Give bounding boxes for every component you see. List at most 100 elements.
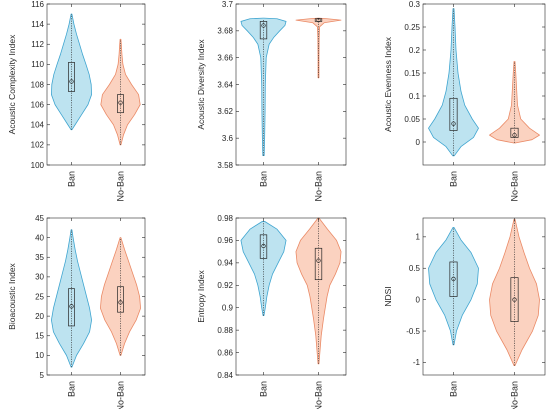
x-category-label-ban: Ban (259, 171, 269, 187)
y-tick-label: 106 (31, 100, 45, 109)
y-tick-label: 5 (40, 371, 45, 380)
x-category-label-no-ban: No-Ban (116, 381, 126, 409)
y-tick-label: -0.5 (406, 327, 420, 336)
y-tick-label: 3.58 (217, 161, 233, 170)
y-tick-label: 0.25 (404, 23, 420, 32)
x-category-label-ban: Ban (449, 381, 459, 397)
violin-no-ban (489, 61, 540, 144)
y-tick-label: 0.86 (217, 348, 233, 357)
y-tick-label: 35 (35, 253, 44, 262)
median-marker-no-ban (316, 17, 321, 23)
y-tick-label: 114 (31, 20, 44, 29)
iqr-box-ban (259, 234, 268, 259)
violin-panel-1: 100 102 104 106 108 110 112 114 116 Ban No-Ban Acou… (7, 0, 146, 202)
iqr-box-ban (449, 97, 458, 131)
y-tick-label: 112 (31, 40, 44, 49)
y-tick-label: 108 (31, 80, 45, 89)
y-tick-label: 3.68 (217, 27, 233, 36)
y-axis-label: Entropy Index (196, 270, 206, 323)
y-tick-label: 25 (35, 292, 44, 301)
y-tick-label: 0.5 (409, 264, 421, 273)
y-tick-label: 0.2 (409, 46, 421, 55)
y-axis-label: Acoustic Evenness Index (383, 36, 393, 132)
x-category-label-no-ban: No-Ban (510, 381, 520, 409)
y-tick-label: 20 (35, 312, 44, 321)
y-tick-label: 0.98 (217, 214, 233, 223)
median-marker-no-ban (512, 297, 517, 302)
y-tick-label: 0.15 (404, 69, 420, 78)
violin-panel-2: 3.58 3.6 3.62 3.64 3.66 3.68 3.7 Ban No-Ban Acous… (196, 0, 347, 202)
axes-frame (422, 217, 546, 376)
x-category-label-no-ban: No-Ban (314, 381, 324, 409)
y-tick-label: 0 (416, 295, 421, 304)
y-axis-label: Bioacoustic Index (7, 262, 17, 329)
y-tick-label: 0.84 (217, 371, 233, 380)
axes-frame (422, 3, 546, 166)
iqr-box-ban (259, 21, 268, 40)
median-marker-no-ban (512, 132, 517, 138)
y-tick-label: 0.92 (217, 281, 233, 290)
iqr-box-no-ban (117, 94, 124, 114)
x-category-label-ban: Ban (67, 381, 77, 397)
violin-ban (51, 229, 92, 368)
x-category-label-ban: Ban (449, 171, 459, 187)
iqr-box-no-ban (510, 277, 519, 322)
y-tick-label: 10 (35, 351, 44, 360)
violin-panel-6: -1 -0.5 0 0.5 1 Ban No-Ban NDSI (383, 217, 546, 409)
y-tick-label: 102 (31, 141, 45, 150)
median-marker-ban (69, 304, 74, 309)
iqr-box-no-ban (314, 18, 323, 22)
y-tick-label: -1 (413, 358, 421, 367)
violin-panel-5: 0.84 0.86 0.88 0.9 0.92 0.94 0.96 0.98 Ban No-Ban… (196, 214, 347, 409)
violin-no-ban (100, 237, 141, 356)
iqr-box-ban (68, 288, 75, 327)
violin-ban (240, 220, 287, 316)
median-marker-no-ban (118, 100, 123, 105)
median-marker-ban (451, 121, 456, 126)
iqr-box-ban (449, 261, 458, 297)
iqr-box-no-ban (510, 127, 519, 138)
y-tick-label: 104 (31, 121, 45, 130)
y-tick-label: 1 (416, 233, 421, 242)
median-marker-ban (69, 79, 74, 84)
y-axis-label: Acoustic Diversity Index (196, 39, 206, 130)
violin-ban (240, 17, 287, 157)
y-tick-label: 3.6 (222, 134, 234, 143)
violin-panel-4: 5 10 15 20 25 30 35 40 45 Ban No-Ban Bioacoustic In… (7, 214, 146, 409)
median-marker-no-ban (118, 300, 123, 305)
y-tick-label: 40 (35, 233, 44, 242)
median-marker-no-ban (316, 258, 321, 263)
y-tick-label: 45 (35, 214, 44, 223)
iqr-box-no-ban (314, 247, 323, 281)
axes-frame (235, 217, 347, 376)
y-tick-label: 0.9 (222, 304, 234, 313)
y-axis-label: Acoustic Complexity Index (7, 34, 17, 134)
y-axis-label: NDSI (383, 286, 393, 306)
y-tick-label: 0.05 (404, 115, 420, 124)
violin-panel-3: 0 0.05 0.1 0.15 0.2 0.25 0.3 Ban No-Ban Acoustic … (383, 0, 546, 202)
y-tick-label: 0.94 (217, 259, 233, 268)
iqr-box-ban (68, 62, 75, 92)
y-tick-label: 0.1 (409, 92, 421, 101)
x-category-label-no-ban: No-Ban (116, 171, 126, 202)
violin-ban (428, 8, 479, 157)
y-tick-label: 30 (35, 273, 44, 282)
iqr-box-no-ban (117, 286, 124, 313)
x-category-label-ban: Ban (67, 171, 77, 187)
y-tick-label: 0 (416, 138, 421, 147)
y-tick-label: 3.7 (222, 0, 234, 9)
median-marker-ban (261, 243, 266, 249)
x-category-label-no-ban: No-Ban (510, 171, 520, 202)
y-tick-label: 3.62 (217, 107, 233, 116)
median-marker-ban (261, 23, 266, 28)
y-tick-label: 15 (35, 332, 44, 341)
x-category-label-no-ban: No-Ban (314, 171, 324, 202)
y-tick-label: 100 (31, 161, 45, 170)
y-tick-label: 110 (31, 60, 44, 69)
y-tick-label: 0.96 (217, 236, 233, 245)
x-category-label-ban: Ban (259, 381, 269, 397)
y-tick-label: 0.88 (217, 326, 233, 335)
y-tick-label: 0.3 (409, 0, 421, 9)
y-tick-label: 3.66 (217, 53, 233, 62)
